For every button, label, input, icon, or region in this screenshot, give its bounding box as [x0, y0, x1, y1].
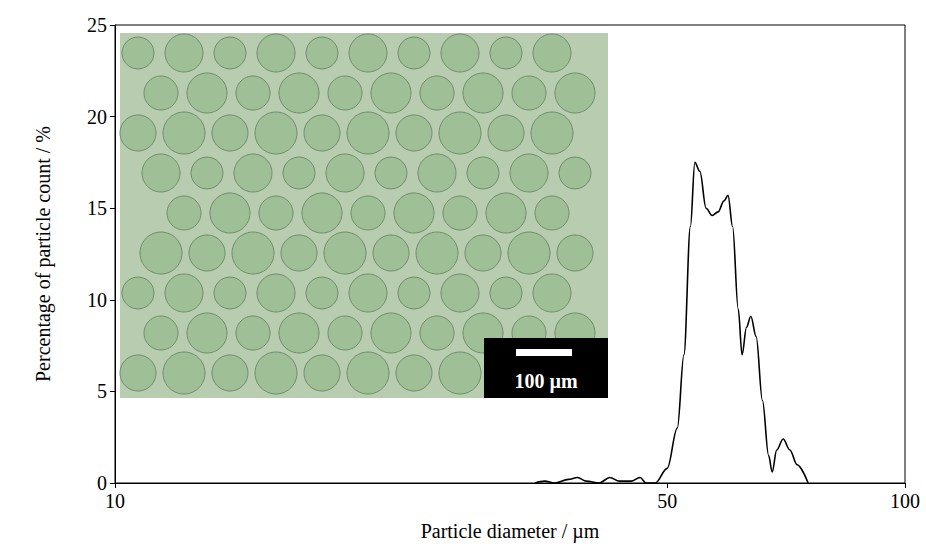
svg-text:25: 25: [87, 14, 107, 36]
svg-text:100 µm: 100 µm: [514, 370, 578, 393]
svg-text:Percentage of particle count /: Percentage of particle count / %: [32, 126, 55, 382]
svg-text:5: 5: [97, 380, 107, 402]
svg-text:0: 0: [97, 472, 107, 494]
svg-text:10: 10: [105, 490, 125, 512]
svg-text:100: 100: [890, 490, 920, 512]
svg-text:20: 20: [87, 106, 107, 128]
svg-text:Particle diameter / µm: Particle diameter / µm: [421, 520, 600, 543]
svg-text:50: 50: [657, 490, 677, 512]
svg-text:10: 10: [87, 289, 107, 311]
svg-text:15: 15: [87, 197, 107, 219]
